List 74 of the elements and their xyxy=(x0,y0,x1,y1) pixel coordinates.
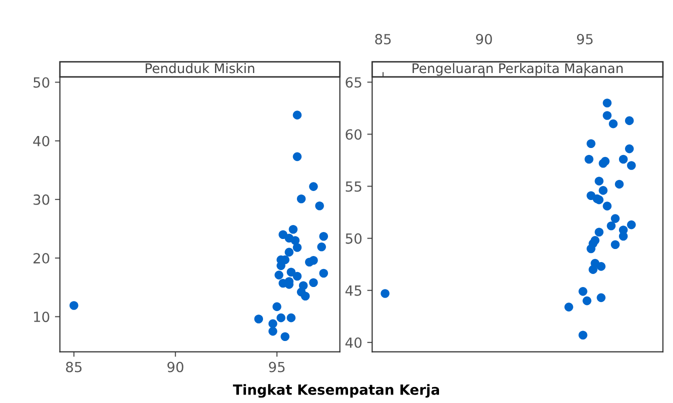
y-tick-label: 10 xyxy=(34,312,50,322)
point xyxy=(70,301,78,310)
point xyxy=(319,268,328,278)
x-tick-label: 95 xyxy=(577,34,593,44)
point xyxy=(286,313,296,322)
point xyxy=(254,314,264,324)
x-tick-label: 90 xyxy=(476,34,492,44)
point xyxy=(274,270,284,280)
point xyxy=(602,98,612,108)
y-tick-label: 65 xyxy=(346,77,362,88)
point xyxy=(594,176,604,186)
point xyxy=(614,180,624,189)
point xyxy=(584,154,594,164)
point xyxy=(586,244,596,254)
x-tick-label: 85 xyxy=(375,34,391,44)
point xyxy=(586,139,596,148)
point xyxy=(315,202,324,210)
chart-title: Pengeluaran Perkapita Makanan xyxy=(412,63,623,76)
y-tick-label: 40 xyxy=(33,136,50,146)
point xyxy=(317,242,326,252)
x-tick-label: 85 xyxy=(66,362,82,372)
point xyxy=(627,220,636,230)
point xyxy=(292,152,302,162)
point xyxy=(578,330,588,340)
point xyxy=(288,224,298,234)
point xyxy=(564,302,574,312)
point xyxy=(610,214,620,223)
point xyxy=(268,319,278,328)
point xyxy=(280,332,290,341)
point xyxy=(272,302,282,312)
y-tick-label: 60 xyxy=(346,129,362,140)
point xyxy=(292,272,302,281)
point xyxy=(268,326,278,336)
y-tick-label: 40 xyxy=(345,337,362,348)
point xyxy=(284,248,294,257)
point xyxy=(296,194,306,204)
point xyxy=(300,292,310,301)
point xyxy=(618,154,628,164)
point xyxy=(309,256,318,265)
point xyxy=(625,116,634,126)
point xyxy=(319,232,328,241)
point xyxy=(276,313,286,322)
point xyxy=(596,293,606,302)
point xyxy=(309,182,318,191)
x-axis-title: Tingkat Kesempatan Kerja xyxy=(232,384,440,398)
point xyxy=(309,278,318,288)
point xyxy=(602,202,612,210)
point xyxy=(627,161,636,170)
point xyxy=(625,144,634,154)
point xyxy=(578,287,588,296)
y-tick-label: 20 xyxy=(34,253,50,264)
point xyxy=(596,262,606,271)
point xyxy=(598,186,608,195)
y-tick-label: 50 xyxy=(346,233,362,244)
point xyxy=(290,236,300,245)
point xyxy=(606,221,616,230)
point xyxy=(292,110,302,120)
point xyxy=(292,243,302,252)
point xyxy=(600,156,610,166)
point xyxy=(602,111,612,120)
y-tick-label: 45 xyxy=(345,286,362,296)
point xyxy=(588,265,598,274)
x-tick-label: 95 xyxy=(268,362,285,372)
point xyxy=(380,289,390,298)
y-tick-label: 55 xyxy=(346,181,362,192)
chart-title: Penduduk Miskin xyxy=(146,63,254,74)
point xyxy=(286,268,296,277)
y-tick-label: 50 xyxy=(34,77,50,88)
point xyxy=(610,240,620,249)
x-tick-label: 90 xyxy=(167,362,184,372)
y-tick-label: 30 xyxy=(34,194,50,205)
point xyxy=(608,119,618,128)
point xyxy=(594,228,604,236)
point xyxy=(582,296,592,306)
